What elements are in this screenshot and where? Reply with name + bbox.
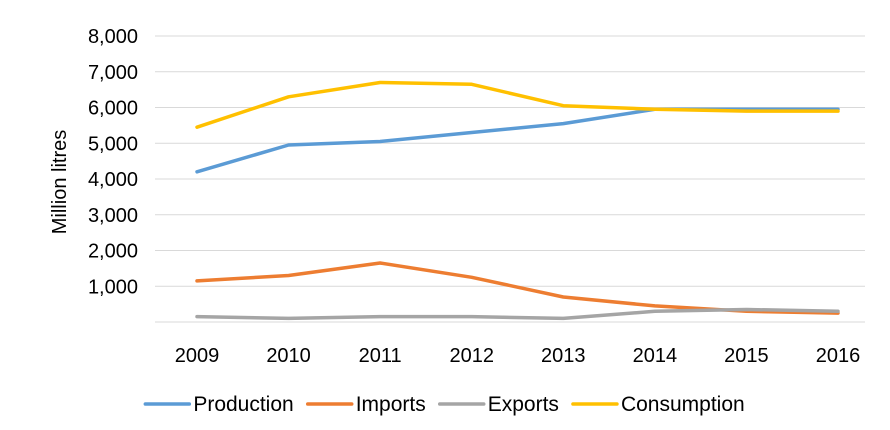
x-tick-label: 2016 [816, 345, 861, 367]
legend-label: Imports [356, 393, 426, 416]
legend: Production Imports Exports Consumption [143, 393, 745, 416]
legend-label: Production [193, 393, 293, 416]
y-tick-label: 1,000 [88, 276, 138, 298]
series-lines [195, 80, 840, 321]
gridlines [155, 35, 865, 323]
x-tick-label: 2013 [541, 345, 586, 367]
y-axis-tick-labels: 1,000 2,000 3,000 4,000 5,000 6,000 7,000 8,000 [88, 26, 138, 298]
legend-label: Exports [488, 393, 559, 416]
series-line-consumption [195, 80, 840, 129]
y-axis-title: Million litres [49, 130, 71, 234]
y-tick-label: 7,000 [88, 62, 138, 84]
x-tick-label: 2015 [724, 345, 769, 367]
y-tick-label: 2,000 [88, 241, 138, 263]
y-tick-label: 6,000 [88, 98, 138, 120]
series-line-exports [195, 307, 840, 321]
y-tick-label: 8,000 [88, 26, 138, 48]
legend-label: Consumption [621, 393, 745, 416]
y-tick-label: 5,000 [88, 133, 138, 155]
x-tick-label: 2009 [175, 345, 220, 367]
x-tick-label: 2014 [633, 345, 678, 367]
x-tick-label: 2012 [449, 345, 494, 367]
y-tick-label: 4,000 [88, 169, 138, 191]
x-tick-label: 2010 [266, 345, 311, 367]
x-axis-tick-labels: 2009 2010 2011 2012 2013 2014 2015 2016 [175, 345, 861, 367]
series-line-production [195, 107, 840, 174]
x-tick-label: 2011 [359, 345, 402, 367]
y-tick-label: 3,000 [88, 205, 138, 227]
series-line-imports [195, 261, 840, 315]
